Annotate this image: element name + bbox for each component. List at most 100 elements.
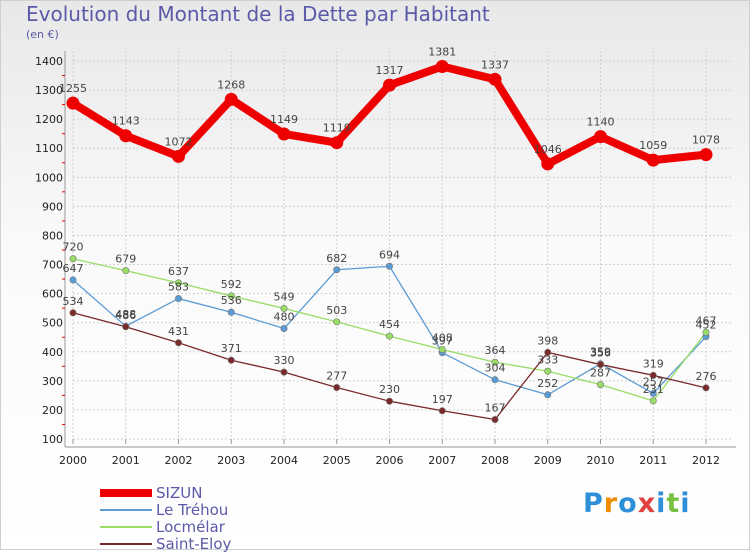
data-point bbox=[596, 381, 604, 389]
data-label: 1078 bbox=[692, 134, 720, 147]
data-label: 1072 bbox=[165, 135, 193, 148]
data-label: 536 bbox=[221, 294, 242, 307]
proxiti-logo: Proxiti bbox=[583, 488, 691, 519]
data-point bbox=[491, 358, 499, 366]
y-tick-label: 500 bbox=[42, 317, 63, 330]
data-label: 277 bbox=[326, 370, 347, 383]
y-tick-label: 400 bbox=[42, 346, 63, 359]
data-point bbox=[596, 361, 604, 369]
data-point bbox=[541, 157, 555, 171]
data-point bbox=[69, 276, 77, 284]
legend-item: SIZUN bbox=[100, 483, 231, 502]
data-point bbox=[702, 328, 710, 336]
y-tick-label: 300 bbox=[42, 375, 63, 388]
data-label: 647 bbox=[63, 262, 84, 275]
data-point bbox=[280, 325, 288, 333]
data-point bbox=[491, 416, 499, 424]
y-tick-label: 1400 bbox=[35, 55, 63, 68]
data-point bbox=[385, 332, 393, 340]
data-label: 398 bbox=[537, 334, 558, 347]
data-label: 1268 bbox=[217, 78, 245, 91]
data-point bbox=[594, 130, 607, 144]
data-point bbox=[699, 148, 713, 162]
data-point bbox=[172, 149, 185, 163]
y-tick-label: 1300 bbox=[35, 84, 63, 97]
data-label: 534 bbox=[63, 295, 84, 308]
legend-item: Le Tréhou bbox=[100, 501, 231, 519]
legend-item: Locmélar bbox=[100, 517, 231, 536]
data-label: 452 bbox=[696, 319, 717, 332]
data-label: 257 bbox=[643, 375, 664, 388]
data-point bbox=[544, 348, 552, 356]
y-tick-label: 100 bbox=[42, 433, 63, 446]
data-label: 197 bbox=[432, 393, 453, 406]
data-point bbox=[491, 376, 499, 384]
data-label: 583 bbox=[168, 281, 189, 294]
y-tick-label: 1100 bbox=[35, 142, 63, 155]
data-point bbox=[333, 318, 341, 326]
data-label: 694 bbox=[379, 248, 400, 261]
data-label: 333 bbox=[537, 353, 558, 366]
legend-label: Locmélar bbox=[156, 517, 225, 536]
legend-item: Saint-Eloy bbox=[100, 535, 231, 553]
data-point bbox=[649, 371, 657, 379]
data-labels: 1255 1143 1072 1268 1149 1119 1317 1381 1337 1046… bbox=[59, 46, 720, 415]
data-point bbox=[227, 356, 235, 364]
data-point bbox=[280, 304, 288, 312]
data-point bbox=[280, 368, 288, 376]
data-label: 637 bbox=[168, 265, 189, 278]
data-label: 549 bbox=[274, 290, 295, 303]
data-label: 364 bbox=[485, 344, 506, 357]
x-tick-label: 2010 bbox=[587, 454, 615, 467]
legend-swatch bbox=[100, 508, 152, 511]
data-point bbox=[544, 367, 552, 375]
legend-label: SIZUN bbox=[156, 483, 203, 502]
data-label: 397 bbox=[432, 335, 453, 348]
y-tick-label: 1200 bbox=[35, 113, 63, 126]
legend-swatch bbox=[100, 525, 152, 528]
y-tick-label: 800 bbox=[42, 229, 63, 242]
data-point bbox=[438, 345, 446, 353]
axes bbox=[62, 51, 736, 448]
x-tick-label: 2011 bbox=[639, 454, 667, 467]
data-label: 304 bbox=[485, 362, 506, 375]
data-label: 167 bbox=[485, 402, 506, 415]
y-tick-label: 600 bbox=[42, 288, 63, 301]
data-label: 408 bbox=[432, 331, 453, 344]
y-tick-label: 900 bbox=[42, 200, 63, 213]
data-label: 330 bbox=[274, 354, 295, 367]
data-label: 1255 bbox=[59, 82, 87, 95]
data-point bbox=[66, 96, 80, 110]
data-label: 503 bbox=[326, 304, 347, 317]
data-label: 1119 bbox=[323, 122, 351, 135]
data-point bbox=[649, 397, 657, 405]
data-point bbox=[438, 407, 446, 415]
grid-lines bbox=[72, 51, 731, 440]
y-tick-label: 700 bbox=[42, 259, 63, 272]
data-point bbox=[385, 262, 393, 270]
data-label: 454 bbox=[379, 318, 400, 331]
data-point bbox=[69, 309, 77, 317]
y-tick-label: 200 bbox=[42, 404, 63, 417]
data-point bbox=[119, 129, 133, 143]
x-tick-label: 2003 bbox=[217, 454, 245, 467]
line-chart: 1002003004005006007008009001000110012001… bbox=[35, 46, 736, 467]
data-point bbox=[646, 153, 660, 167]
data-point bbox=[649, 389, 657, 397]
chart-title: Evolution du Montant de la Dette par Hab… bbox=[26, 2, 490, 26]
x-tick-label: 2005 bbox=[323, 454, 351, 467]
legend-swatch bbox=[100, 542, 152, 545]
tick-labels: 100 200 300 400 500 600 700 800 900 1000 1100 1200 1… bbox=[35, 55, 720, 467]
data-point bbox=[435, 60, 449, 74]
data-label: 359 bbox=[590, 346, 611, 359]
data-label: 1059 bbox=[639, 139, 667, 152]
data-label: 319 bbox=[643, 357, 664, 370]
x-tick-label: 2008 bbox=[481, 454, 509, 467]
data-label: 480 bbox=[274, 311, 295, 324]
data-point bbox=[333, 384, 341, 392]
data-label: 592 bbox=[221, 278, 242, 291]
data-label: 720 bbox=[63, 241, 84, 254]
x-tick-label: 2006 bbox=[376, 454, 404, 467]
data-point bbox=[544, 391, 552, 399]
